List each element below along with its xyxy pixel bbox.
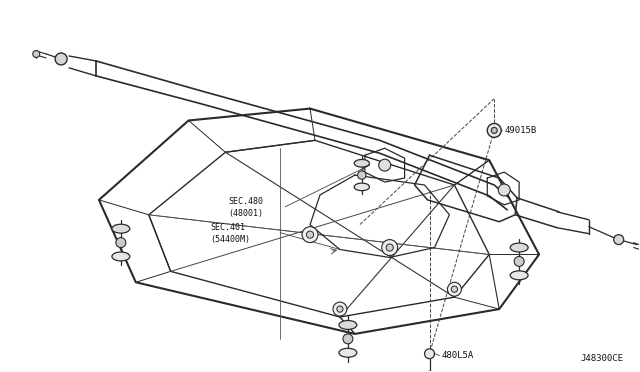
Text: SEC.401: SEC.401 bbox=[211, 223, 246, 232]
Text: 49015B: 49015B bbox=[504, 126, 536, 135]
Circle shape bbox=[424, 349, 435, 359]
Circle shape bbox=[381, 240, 397, 256]
Circle shape bbox=[386, 244, 394, 251]
Circle shape bbox=[447, 282, 461, 296]
Circle shape bbox=[33, 51, 40, 57]
Circle shape bbox=[116, 238, 126, 247]
Circle shape bbox=[307, 231, 314, 238]
Ellipse shape bbox=[510, 271, 528, 280]
Text: (48001): (48001) bbox=[228, 209, 264, 218]
Circle shape bbox=[492, 128, 497, 134]
Ellipse shape bbox=[112, 224, 130, 233]
Circle shape bbox=[55, 53, 67, 65]
Circle shape bbox=[379, 159, 390, 171]
Text: 480L5A: 480L5A bbox=[442, 351, 474, 360]
Circle shape bbox=[498, 184, 510, 196]
Circle shape bbox=[451, 286, 458, 292]
Circle shape bbox=[487, 124, 501, 137]
Ellipse shape bbox=[354, 160, 369, 167]
Text: J48300CE: J48300CE bbox=[580, 354, 623, 363]
Ellipse shape bbox=[510, 243, 528, 252]
Text: SEC.480: SEC.480 bbox=[228, 198, 264, 206]
Ellipse shape bbox=[339, 348, 357, 357]
Text: (54400M): (54400M) bbox=[211, 235, 250, 244]
Circle shape bbox=[514, 256, 524, 266]
Circle shape bbox=[343, 334, 353, 344]
Circle shape bbox=[427, 371, 432, 372]
Ellipse shape bbox=[339, 321, 357, 330]
Circle shape bbox=[337, 306, 343, 312]
Ellipse shape bbox=[112, 252, 130, 261]
Circle shape bbox=[614, 235, 623, 244]
Circle shape bbox=[358, 171, 366, 179]
Circle shape bbox=[333, 302, 347, 316]
Ellipse shape bbox=[354, 183, 369, 191]
Circle shape bbox=[302, 227, 318, 243]
